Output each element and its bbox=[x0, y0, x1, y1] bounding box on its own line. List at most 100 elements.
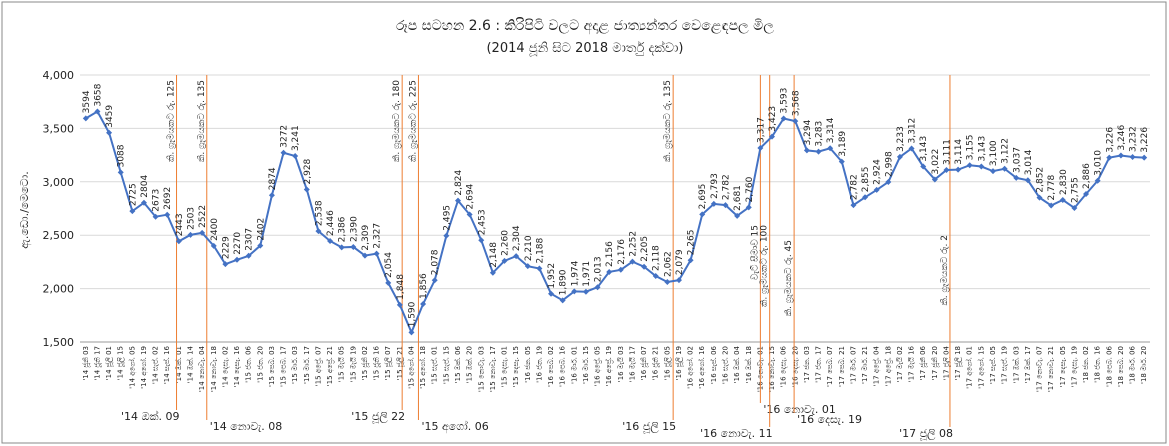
point bbox=[722, 202, 729, 209]
data-label: 2,176 bbox=[617, 239, 627, 265]
point bbox=[641, 263, 648, 270]
data-label: 2874 bbox=[268, 167, 278, 190]
point bbox=[1013, 174, 1020, 181]
annotation-text: කි. ග්‍රෑමයකට රු. 2 bbox=[939, 235, 950, 306]
data-label: 3,317 bbox=[756, 117, 766, 143]
x-tick-label: '17 ජන. 03 bbox=[803, 346, 811, 383]
data-label: 2270 bbox=[233, 232, 243, 255]
x-tick-label: '14 නොවැ. 04 bbox=[198, 345, 206, 392]
point bbox=[1083, 190, 1090, 197]
point bbox=[896, 153, 903, 160]
point bbox=[687, 257, 694, 264]
x-tick-label: '17 සැප්. 19 bbox=[1001, 346, 1009, 384]
x-tick-label: '16 දෙසැ. 20 bbox=[791, 346, 799, 387]
annotation-text: කි. ග්‍රෑමයකට රු. 125 bbox=[166, 80, 177, 162]
point bbox=[769, 133, 776, 140]
point bbox=[152, 213, 159, 220]
data-label: 2400 bbox=[210, 218, 220, 241]
data-label: 3,100 bbox=[989, 140, 999, 166]
data-label: 3,226 bbox=[1140, 127, 1150, 153]
x-tick-label: '17 ජූනි 06 bbox=[919, 345, 928, 380]
x-tick-label: '14 සැප්. 02 bbox=[152, 346, 160, 384]
point bbox=[559, 297, 566, 304]
x-tick-label: '15 අගෝ. 18 bbox=[419, 346, 428, 389]
point bbox=[571, 288, 578, 295]
x-tick-label: '17 පෙබ. 07 bbox=[826, 346, 834, 387]
x-tick-label: '15 අප්‍රේ. 21 bbox=[326, 346, 335, 386]
data-label: 2,855 bbox=[861, 167, 871, 193]
point bbox=[420, 300, 427, 307]
x-tick-label: '15 නොවැ. 17 bbox=[489, 346, 497, 392]
point bbox=[431, 277, 438, 284]
point bbox=[1071, 204, 1078, 211]
data-label: 3,593 bbox=[780, 88, 790, 114]
data-label: 3088 bbox=[117, 144, 127, 167]
point bbox=[966, 162, 973, 169]
data-label: 1,952 bbox=[547, 263, 557, 289]
data-label: 2,695 bbox=[698, 184, 708, 210]
data-label: 2,210 bbox=[524, 235, 534, 261]
data-label: 3,022 bbox=[931, 149, 941, 175]
chart-title: රූප සටහන 2.6 : කිරිපිටි වලට අදාළ ජාත්‍යන… bbox=[396, 18, 774, 35]
point bbox=[885, 179, 892, 186]
y-tick-label: 3,000 bbox=[43, 176, 75, 189]
point bbox=[175, 238, 182, 245]
data-label: 2,998 bbox=[884, 151, 894, 177]
data-label: 2,694 bbox=[466, 183, 476, 209]
x-tick-label: '15 මාර්. 17 bbox=[303, 346, 311, 384]
x-tick-label: '16 ජූලි 05 bbox=[663, 346, 672, 380]
x-tick-label: '15 ජූලි 07 bbox=[384, 346, 393, 380]
x-tick-label: '16 නොවැ. 15 bbox=[768, 346, 776, 392]
x-tick-label: '17 නොවැ. 07 bbox=[1036, 346, 1044, 392]
x-tick-label: '14 ඔක්. 01 bbox=[175, 346, 183, 383]
x-tick-label: '14 අගෝ. 19 bbox=[140, 346, 149, 389]
data-label: 2725 bbox=[128, 183, 138, 206]
data-label: 3,294 bbox=[803, 119, 813, 145]
x-tick-label: '16 ජන. 05 bbox=[524, 346, 532, 383]
x-tick-label: '15 ඔක්. 06 bbox=[454, 345, 462, 383]
x-tick-label: '16 දෙසැ. 06 bbox=[780, 345, 788, 387]
y-tick-label: 2,000 bbox=[43, 283, 75, 296]
point bbox=[1094, 177, 1101, 184]
y-tick-label: 1,500 bbox=[43, 336, 75, 349]
point bbox=[106, 129, 113, 136]
data-label: 2,830 bbox=[1059, 169, 1069, 195]
x-tick-label: '17 දෙසැ. 05 bbox=[1059, 346, 1067, 387]
point bbox=[1024, 177, 1031, 184]
annotation-date: '14 නොවැ. 08 bbox=[210, 420, 283, 433]
data-label: 2,260 bbox=[501, 230, 511, 256]
x-tick-label: '18 ජන. 16 bbox=[1094, 345, 1102, 382]
data-label: 2,453 bbox=[477, 209, 487, 235]
data-label: 2,852 bbox=[1036, 167, 1046, 193]
data-label: 3,226 bbox=[1105, 127, 1115, 153]
annotation-text: කි. ග්‍රෑමයකට රු. 135 bbox=[662, 80, 673, 162]
data-label: 3,568 bbox=[791, 90, 801, 116]
point bbox=[245, 252, 252, 259]
x-tick-label: '16 පෙබ. 16 bbox=[559, 345, 567, 386]
x-tick-label: '15 ජූනි 02 bbox=[361, 346, 370, 381]
point bbox=[873, 186, 880, 193]
x-tick-label: '17 අගෝ. 01 bbox=[966, 346, 975, 389]
data-label: 1,890 bbox=[559, 269, 569, 295]
data-label: 2,148 bbox=[489, 242, 499, 268]
point bbox=[303, 186, 310, 193]
x-tick-label: '15 මැයි 05 bbox=[338, 346, 346, 382]
point bbox=[513, 253, 520, 260]
x-tick-label: '15 ජූනි 16 bbox=[373, 345, 382, 380]
x-tick-label: '16 සැප්. 06 bbox=[710, 345, 718, 384]
point bbox=[594, 284, 601, 291]
data-label: 2,013 bbox=[594, 256, 604, 282]
x-tick-label: '17 ජූලි 18 bbox=[954, 346, 963, 380]
x-tick-label: '15 ඔක්. 20 bbox=[466, 346, 474, 383]
annotation-text: කි. ග්‍රෑමයකට රු. 225 bbox=[408, 80, 419, 162]
x-tick-label: '14 දෙසැ. 16 bbox=[233, 345, 241, 387]
x-tick-label: '15 මැයි 19 bbox=[349, 346, 357, 382]
data-label: 2,928 bbox=[303, 158, 313, 184]
annotation-date: '15 ජූලි 22 bbox=[351, 410, 405, 424]
data-label: 2804 bbox=[140, 175, 150, 198]
x-tick-label: '16 සැප්. 20 bbox=[721, 346, 729, 384]
x-tick-label: '18 මාර්. 06 bbox=[1129, 345, 1137, 384]
data-label: 2307 bbox=[245, 228, 255, 251]
point bbox=[955, 166, 962, 173]
